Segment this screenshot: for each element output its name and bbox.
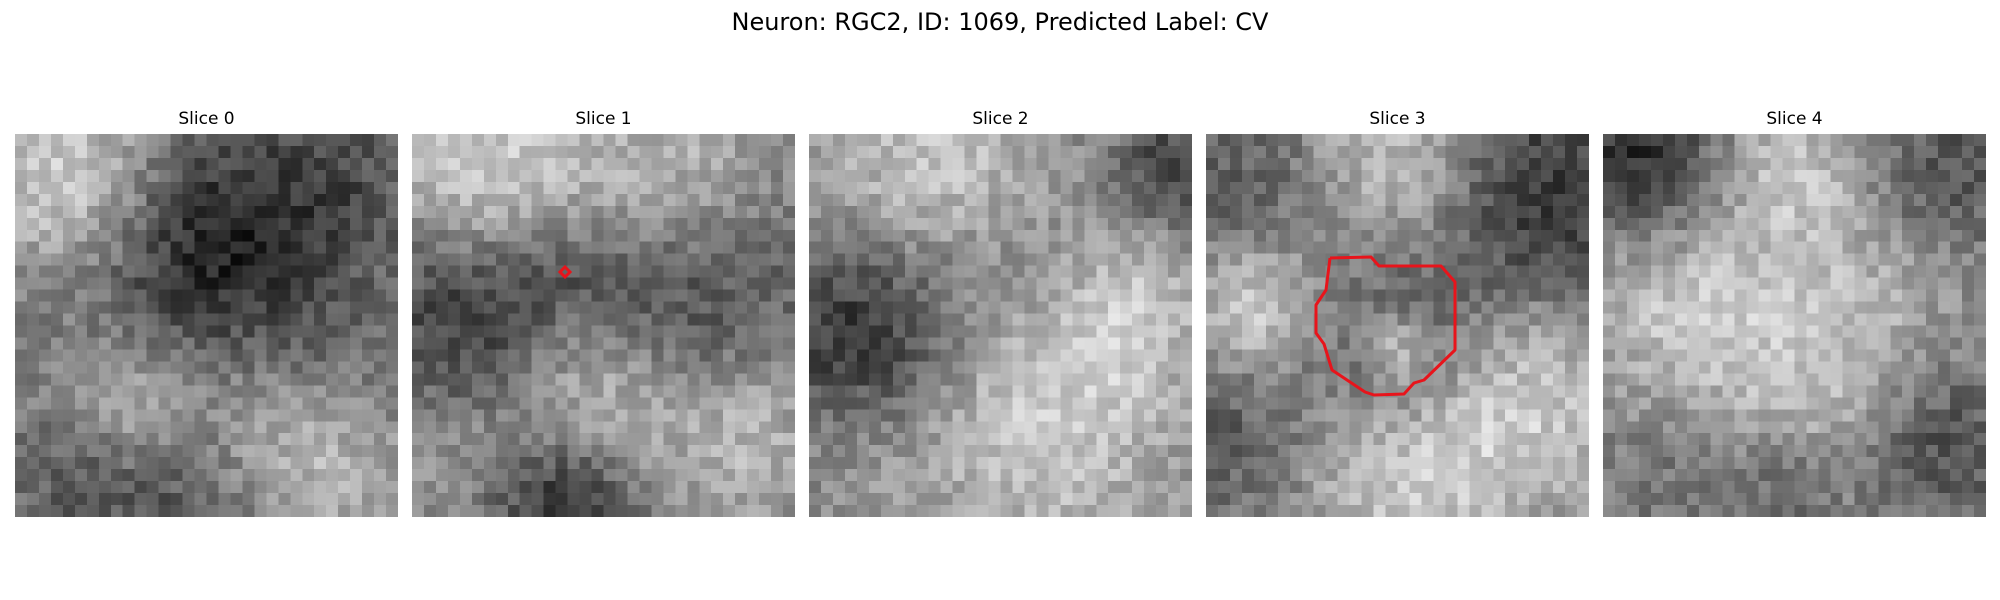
slice-image-4 <box>1603 134 1986 517</box>
marker-overlay-1 <box>557 264 573 280</box>
slice-image-3 <box>1206 134 1589 517</box>
slice-title-2: Slice 2 <box>972 109 1029 129</box>
slice-image-2 <box>809 134 1192 517</box>
slice-title-3: Slice 3 <box>1369 109 1426 129</box>
slice-image-1 <box>412 134 795 517</box>
point-marker <box>557 264 573 280</box>
slice-image-0 <box>15 134 398 517</box>
contour-overlay-3 <box>1314 255 1457 397</box>
figure-title: Neuron: RGC2, ID: 1069, Predicted Label:… <box>731 8 1269 36</box>
slice-title-4: Slice 4 <box>1766 109 1823 129</box>
slice-title-1: Slice 1 <box>575 109 632 129</box>
slice-title-0: Slice 0 <box>178 109 235 129</box>
cell-contour <box>1314 255 1457 397</box>
